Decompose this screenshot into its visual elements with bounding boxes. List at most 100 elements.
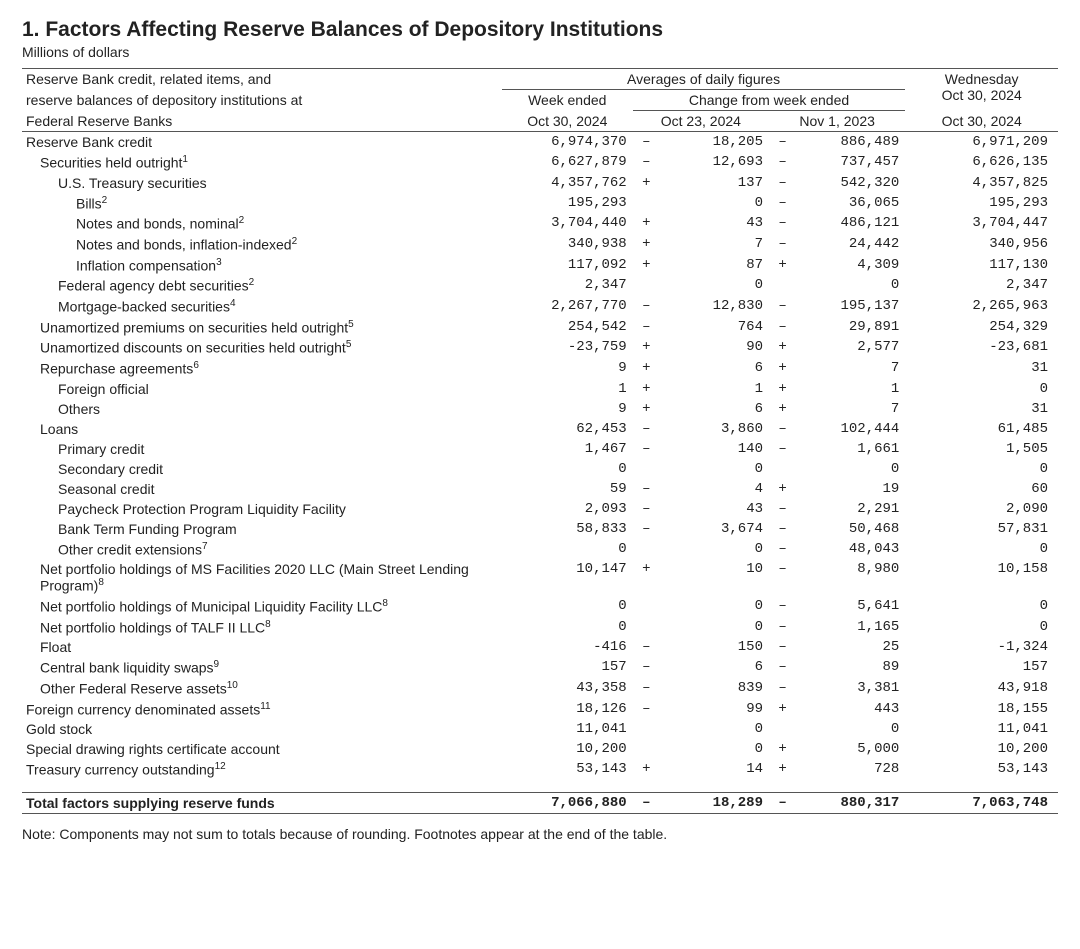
row-sign2: – bbox=[769, 596, 796, 617]
table-row: Primary credit1,467–140–1,6611,505 bbox=[22, 439, 1058, 459]
row-change1: 10 bbox=[660, 559, 769, 596]
row-change1: 99 bbox=[660, 699, 769, 720]
footnote-ref: 12 bbox=[215, 761, 226, 772]
footnote-ref: 6 bbox=[193, 360, 199, 371]
row-wednesday: 61,485 bbox=[905, 419, 1058, 439]
row-label: Secondary credit bbox=[22, 459, 502, 479]
row-avg: 43,358 bbox=[502, 678, 633, 699]
row-sign2: – bbox=[769, 173, 796, 193]
table-row: Notes and bonds, nominal23,704,440+43–48… bbox=[22, 213, 1058, 234]
row-sign2: + bbox=[769, 379, 796, 399]
row-sign2: – bbox=[769, 559, 796, 596]
row-wednesday: 0 bbox=[905, 459, 1058, 479]
row-change1: 0 bbox=[660, 596, 769, 617]
row-change2: 89 bbox=[796, 657, 905, 678]
row-label: Inflation compensation3 bbox=[22, 255, 502, 276]
row-change2: 50,468 bbox=[796, 519, 905, 539]
row-sign2: – bbox=[769, 317, 796, 338]
row-label: Notes and bonds, nominal2 bbox=[22, 213, 502, 234]
row-avg: 58,833 bbox=[502, 519, 633, 539]
row-sign1 bbox=[633, 739, 660, 759]
table-row: Net portfolio holdings of TALF II LLC800… bbox=[22, 617, 1058, 638]
row-avg: 2,347 bbox=[502, 275, 633, 296]
row-change2: 486,121 bbox=[796, 213, 905, 234]
row-sign2: + bbox=[769, 739, 796, 759]
row-label: Bank Term Funding Program bbox=[22, 519, 502, 539]
row-change2: 19 bbox=[796, 479, 905, 499]
row-change2: 25 bbox=[796, 637, 905, 657]
table-row: Loans62,453–3,860–102,44461,485 bbox=[22, 419, 1058, 439]
row-change1: 137 bbox=[660, 173, 769, 193]
row-label: Total factors supplying reserve funds bbox=[22, 792, 502, 813]
table-row: Other Federal Reserve assets1043,358–839… bbox=[22, 678, 1058, 699]
row-wednesday: 31 bbox=[905, 399, 1058, 419]
row-sign2: – bbox=[769, 792, 796, 813]
row-label: Net portfolio holdings of Municipal Liqu… bbox=[22, 596, 502, 617]
row-label: Others bbox=[22, 399, 502, 419]
row-avg: 11,041 bbox=[502, 719, 633, 739]
row-avg: 6,974,370 bbox=[502, 132, 633, 153]
row-change1: 0 bbox=[660, 539, 769, 560]
table-row: Paycheck Protection Program Liquidity Fa… bbox=[22, 499, 1058, 519]
row-avg: 157 bbox=[502, 657, 633, 678]
row-label: Paycheck Protection Program Liquidity Fa… bbox=[22, 499, 502, 519]
row-label: Unamortized discounts on securities held… bbox=[22, 337, 502, 358]
row-sign2: – bbox=[769, 439, 796, 459]
row-sign2: – bbox=[769, 617, 796, 638]
row-sign1: + bbox=[633, 234, 660, 255]
row-wednesday: 340,956 bbox=[905, 234, 1058, 255]
table-row: Other credit extensions700–48,0430 bbox=[22, 539, 1058, 560]
table-row: Foreign official1+1+10 bbox=[22, 379, 1058, 399]
row-wednesday: 2,265,963 bbox=[905, 296, 1058, 317]
row-sign2: – bbox=[769, 152, 796, 173]
row-wednesday: -1,324 bbox=[905, 637, 1058, 657]
row-avg: 4,357,762 bbox=[502, 173, 633, 193]
row-avg: 9 bbox=[502, 358, 633, 379]
row-change2: 195,137 bbox=[796, 296, 905, 317]
row-label: Special drawing rights certificate accou… bbox=[22, 739, 502, 759]
row-change1: 43 bbox=[660, 499, 769, 519]
table-header: Reserve Bank credit, related items, and … bbox=[22, 69, 1058, 132]
row-avg: 340,938 bbox=[502, 234, 633, 255]
row-change2: 29,891 bbox=[796, 317, 905, 338]
row-sign1: – bbox=[633, 519, 660, 539]
row-avg: 7,066,880 bbox=[502, 792, 633, 813]
spacer-row bbox=[22, 780, 1058, 793]
table-row: Central bank liquidity swaps9157–6–89157 bbox=[22, 657, 1058, 678]
row-wednesday: 1,505 bbox=[905, 439, 1058, 459]
hdr-change-col1: Oct 23, 2024 bbox=[633, 111, 769, 132]
row-label: Other credit extensions7 bbox=[22, 539, 502, 560]
row-avg: 1,467 bbox=[502, 439, 633, 459]
row-sign1 bbox=[633, 539, 660, 560]
row-change1: 0 bbox=[660, 739, 769, 759]
row-sign1: – bbox=[633, 479, 660, 499]
row-change2: 3,381 bbox=[796, 678, 905, 699]
row-change2: 0 bbox=[796, 275, 905, 296]
row-sign2: – bbox=[769, 213, 796, 234]
row-change2: 886,489 bbox=[796, 132, 905, 153]
table-row: Repurchase agreements69+6+731 bbox=[22, 358, 1058, 379]
row-wednesday: 157 bbox=[905, 657, 1058, 678]
footnote-ref: 2 bbox=[102, 195, 108, 206]
row-avg: 2,267,770 bbox=[502, 296, 633, 317]
row-sign2: – bbox=[769, 637, 796, 657]
row-sign2: – bbox=[769, 539, 796, 560]
table-row: Bank Term Funding Program58,833–3,674–50… bbox=[22, 519, 1058, 539]
row-avg: 1 bbox=[502, 379, 633, 399]
row-label: Central bank liquidity swaps9 bbox=[22, 657, 502, 678]
row-change1: 90 bbox=[660, 337, 769, 358]
table-row: Seasonal credit59–4+1960 bbox=[22, 479, 1058, 499]
row-sign1 bbox=[633, 459, 660, 479]
row-change2: 443 bbox=[796, 699, 905, 720]
row-wednesday: 10,158 bbox=[905, 559, 1058, 596]
row-change2: 542,320 bbox=[796, 173, 905, 193]
row-avg: -416 bbox=[502, 637, 633, 657]
footnote-ref: 2 bbox=[239, 215, 245, 226]
row-change2: 728 bbox=[796, 759, 905, 780]
row-avg: 195,293 bbox=[502, 193, 633, 214]
row-wednesday: 117,130 bbox=[905, 255, 1058, 276]
row-sign2: – bbox=[769, 519, 796, 539]
row-change2: 48,043 bbox=[796, 539, 905, 560]
row-avg: 0 bbox=[502, 539, 633, 560]
footnote-ref: 9 bbox=[214, 659, 220, 670]
